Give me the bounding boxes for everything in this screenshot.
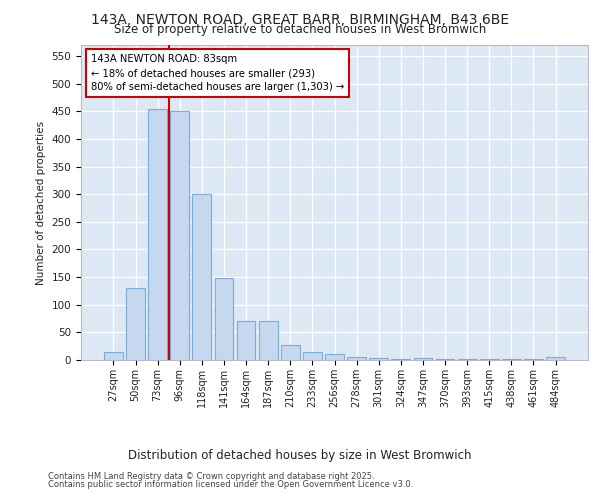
Bar (546, 357, 565, 360)
Bar (215, 278, 233, 360)
Bar (303, 352, 322, 360)
Bar (413, 358, 433, 360)
Text: Contains HM Land Registry data © Crown copyright and database right 2025.: Contains HM Land Registry data © Crown c… (48, 472, 374, 481)
Y-axis label: Number of detached properties: Number of detached properties (36, 120, 46, 284)
Bar (148, 108, 167, 360)
Text: 143A, NEWTON ROAD, GREAT BARR, BIRMINGHAM, B43 6BE: 143A, NEWTON ROAD, GREAT BARR, BIRMINGHA… (91, 12, 509, 26)
Text: Contains public sector information licensed under the Open Government Licence v3: Contains public sector information licen… (48, 480, 413, 489)
Bar (104, 352, 123, 360)
Bar (126, 288, 145, 360)
Bar (236, 322, 256, 360)
Bar (170, 112, 189, 360)
Text: Distribution of detached houses by size in West Bromwich: Distribution of detached houses by size … (128, 450, 472, 462)
Bar (281, 344, 299, 360)
Text: Size of property relative to detached houses in West Bromwich: Size of property relative to detached ho… (114, 22, 486, 36)
Bar (347, 357, 366, 360)
Bar (370, 358, 388, 360)
Bar (259, 322, 278, 360)
Text: 143A NEWTON ROAD: 83sqm
← 18% of detached houses are smaller (293)
80% of semi-d: 143A NEWTON ROAD: 83sqm ← 18% of detache… (91, 54, 344, 92)
Bar (193, 194, 211, 360)
Bar (391, 359, 410, 360)
Bar (325, 354, 344, 360)
